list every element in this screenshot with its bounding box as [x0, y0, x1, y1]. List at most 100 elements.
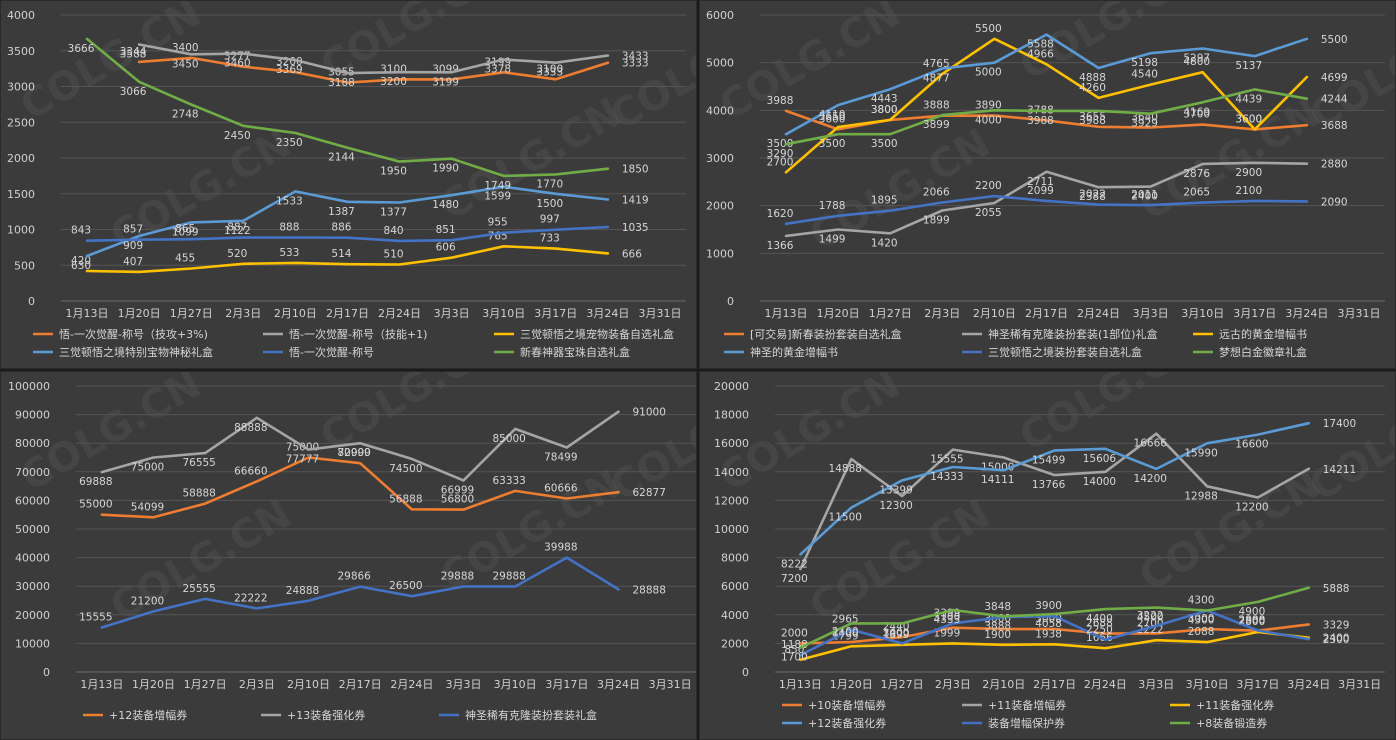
data-label: 2000 — [781, 627, 808, 639]
series-line — [799, 432, 1311, 571]
x-tick-label: 1月13日 — [66, 307, 109, 320]
x-tick-label: 3月17日 — [534, 307, 577, 320]
data-label: 2888 — [1239, 615, 1266, 627]
data-label: 4765 — [923, 58, 950, 70]
data-label: 62877 — [633, 487, 666, 499]
data-label: 2900 — [1239, 615, 1266, 627]
x-tick-label: 1月20日 — [830, 678, 873, 691]
data-label: 520 — [227, 248, 247, 260]
x-tick-label: 3月17日 — [545, 678, 588, 691]
data-label: 14111 — [981, 474, 1014, 486]
x-tick-label: 1月13日 — [779, 678, 822, 691]
data-label: 4110 — [819, 109, 846, 121]
data-label: 3988 — [767, 95, 794, 107]
data-label: 2688 — [1086, 618, 1113, 630]
data-label: 11500 — [829, 512, 862, 524]
data-label: 733 — [540, 233, 560, 245]
data-label: 1099 — [172, 226, 199, 238]
legend-label: 梦想白金徽章礼盒 — [1219, 345, 1307, 359]
data-label: 2000 — [883, 627, 910, 639]
x-tick-label: 2月17日 — [326, 307, 369, 320]
data-label: 12988 — [1184, 490, 1217, 502]
data-label: 1990 — [432, 163, 459, 175]
y-tick-label: 14000 — [714, 466, 749, 479]
legend-label: 三觉顿悟之境宠物装备自选礼盒 — [520, 327, 674, 341]
series-line — [137, 56, 610, 84]
x-tick-label: 2月10日 — [274, 307, 317, 320]
data-label: 3460 — [224, 58, 251, 70]
y-tick-label: 80000 — [15, 437, 50, 450]
x-tick-label: 3月24日 — [1285, 307, 1328, 320]
data-label: 5500 — [975, 23, 1002, 35]
data-label: 851 — [436, 224, 456, 236]
x-tick-label: 3月24日 — [597, 678, 640, 691]
data-label: 2099 — [1027, 185, 1054, 197]
data-label: 1620 — [767, 208, 794, 220]
y-tick-label: 12000 — [714, 494, 749, 507]
data-label: 3890 — [975, 100, 1002, 112]
data-label: 3688 — [1321, 120, 1348, 132]
data-label: 24888 — [286, 585, 319, 597]
y-tick-label: 18000 — [714, 409, 749, 422]
data-label: 2876 — [1183, 168, 1210, 180]
data-label: 12200 — [1235, 502, 1268, 514]
data-label: 39988 — [544, 542, 577, 554]
x-tick-label: 3月10日 — [494, 678, 537, 691]
data-label: 3800 — [871, 104, 898, 116]
legend-item: +11装备增幅券 — [962, 698, 1066, 712]
legend-item: [可交易]新春装扮套装自选礼盒 — [724, 327, 902, 341]
y-tick-label: 70000 — [15, 466, 50, 479]
data-label: 4300 — [1188, 615, 1215, 627]
legend-item: +12装备增幅券 — [83, 708, 187, 722]
legend-label: +8装备锻造券 — [1196, 716, 1267, 730]
series-line — [784, 37, 1309, 174]
legend-item: 远古的黄金增幅书 — [1193, 327, 1307, 341]
y-tick-label: 10000 — [714, 523, 749, 536]
data-label: 3800 — [871, 104, 898, 116]
data-label: 3369 — [276, 64, 303, 76]
data-label: 514 — [331, 248, 351, 260]
data-label: 60666 — [544, 482, 578, 494]
y-tick-label: 1000 — [706, 247, 734, 260]
data-label: 2222 — [1137, 624, 1164, 636]
legend-item: +8装备锻造券 — [1170, 716, 1267, 730]
legend-item: 神圣稀有克隆装扮套装礼盒 — [439, 708, 597, 722]
legend-item: 神圣的黄金增幅书 — [724, 345, 838, 359]
y-tick-label: 1000 — [7, 224, 35, 237]
data-label: 1419 — [622, 195, 649, 207]
y-tick-label: 0 — [727, 295, 734, 308]
data-label: 80000 — [337, 447, 370, 459]
data-label: 21200 — [131, 595, 164, 607]
legend-item: 装备增幅保护券 — [962, 716, 1065, 730]
data-label: 666 — [622, 248, 642, 260]
data-label: 2900 — [1235, 167, 1262, 179]
data-label: 3333 — [536, 67, 563, 79]
data-label: 3333 — [622, 58, 649, 70]
data-label: 3290 — [767, 148, 794, 160]
legend-label: 远古的黄金增幅书 — [1219, 327, 1307, 341]
data-label: 4443 — [871, 93, 898, 105]
data-label: 1499 — [819, 234, 846, 246]
data-label: 2250 — [1086, 624, 1113, 636]
data-label: 5500 — [1321, 34, 1348, 46]
data-label: 15499 — [1032, 454, 1065, 466]
data-label: 2700 — [767, 156, 794, 168]
y-tick-label: 2000 — [706, 200, 734, 213]
x-tick-label: 1月27日 — [184, 678, 227, 691]
data-label: 3099 — [432, 63, 459, 75]
x-tick-label: 3月17日 — [1233, 307, 1276, 320]
data-label: 2748 — [172, 109, 199, 121]
chart-panel-2: COLG.CN COLG.CN COLG.CN COLG.CN COLG.CN 0 1000… — [699, 0, 1396, 369]
series-line — [784, 161, 1309, 238]
data-label: 29866 — [337, 571, 371, 583]
legend-label: [可交易]新春装扮套装自选礼盒 — [750, 327, 902, 341]
data-label: 510 — [384, 249, 404, 261]
data-label: 1366 — [767, 240, 794, 252]
watermark: COLG.CN — [1302, 372, 1396, 511]
data-label: 56800 — [441, 494, 474, 506]
data-label: 4699 — [1321, 72, 1348, 84]
y-tick-label: 4000 — [7, 9, 35, 22]
data-label: 3400 — [832, 627, 859, 639]
data-label: 3888 — [984, 620, 1011, 632]
data-label: 997 — [540, 214, 560, 226]
